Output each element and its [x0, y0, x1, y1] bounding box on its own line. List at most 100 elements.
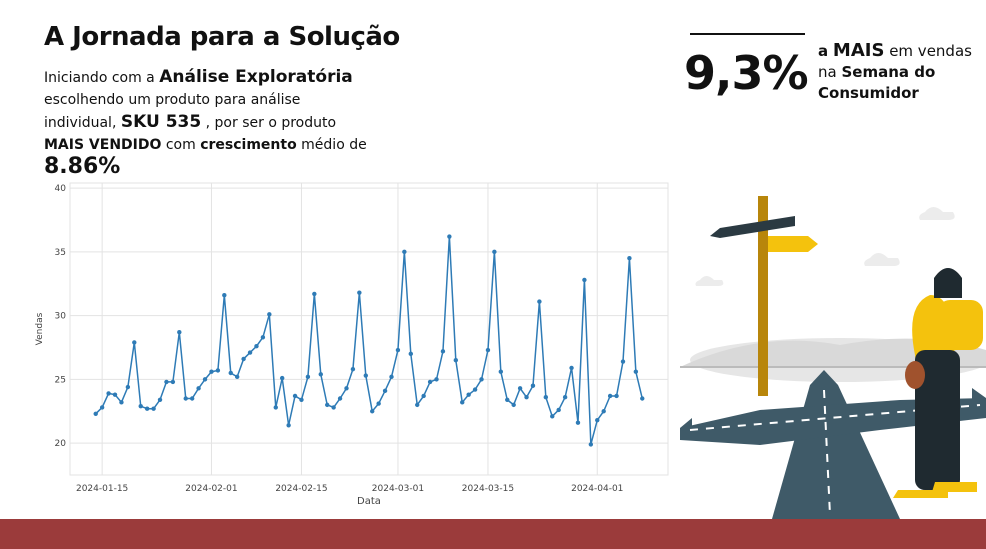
point	[344, 386, 349, 391]
point	[492, 249, 497, 255]
text-segment: , por ser o produto	[205, 115, 337, 131]
plot-area	[70, 183, 668, 475]
point	[337, 396, 343, 401]
point	[299, 397, 304, 402]
point	[543, 395, 549, 400]
point	[215, 368, 221, 373]
y-tick-label: 20	[55, 439, 67, 449]
footer-bar	[0, 519, 986, 549]
point	[620, 359, 626, 364]
point	[479, 377, 484, 382]
point	[228, 370, 233, 376]
point	[582, 277, 587, 283]
point	[286, 423, 291, 428]
point	[382, 388, 388, 394]
point	[202, 377, 208, 382]
point	[569, 365, 574, 371]
point	[434, 377, 439, 382]
point	[498, 369, 504, 374]
text-segment: Análise Exploratória	[159, 67, 353, 87]
point	[312, 291, 317, 297]
text-segment: em vendas na	[818, 42, 972, 81]
kpi-value: 9,3%	[684, 46, 809, 100]
point	[524, 395, 529, 400]
point	[460, 400, 465, 405]
point	[427, 379, 433, 385]
point	[421, 393, 426, 399]
point	[466, 392, 471, 397]
y-tick-label: 40	[55, 184, 67, 194]
point	[440, 349, 446, 354]
point	[575, 420, 581, 425]
point	[125, 384, 131, 390]
point	[93, 411, 98, 416]
point	[177, 329, 182, 335]
point	[562, 395, 568, 400]
point	[376, 401, 381, 406]
point	[254, 344, 259, 349]
x-tick-label: 2024-02-01	[185, 484, 237, 494]
point	[453, 358, 459, 363]
plot-frame	[69, 182, 669, 476]
text-segment: com	[165, 137, 196, 153]
point	[550, 414, 555, 419]
point	[389, 374, 394, 380]
point	[144, 406, 150, 411]
point	[305, 374, 311, 380]
point	[112, 392, 118, 397]
kpi-text: a MAIS em vendas na Semana do Consumidor	[818, 40, 986, 104]
point	[234, 374, 240, 380]
point	[325, 402, 330, 408]
y-tick-label: 35	[55, 248, 66, 258]
point	[350, 366, 356, 372]
text-segment: a	[818, 42, 829, 60]
kpi-rule	[690, 33, 805, 35]
point	[170, 379, 176, 385]
point	[292, 393, 298, 399]
point	[119, 400, 124, 405]
point	[189, 396, 195, 401]
y-axis-label: Vendas	[35, 312, 45, 345]
point	[247, 350, 253, 355]
point	[183, 396, 188, 401]
x-tick-label: 2024-02-15	[275, 484, 327, 494]
point	[151, 406, 156, 411]
text-segment: Iniciando com a	[44, 70, 155, 86]
title: A Jornada para a Solução	[44, 22, 400, 52]
point	[370, 409, 375, 414]
point	[222, 293, 227, 298]
point	[196, 386, 201, 391]
text-segment: 8.86%	[44, 154, 121, 179]
point	[537, 299, 542, 304]
point	[402, 249, 407, 255]
point	[267, 312, 272, 317]
point	[279, 375, 285, 381]
point	[447, 234, 452, 239]
point	[132, 340, 137, 345]
point	[517, 386, 523, 391]
point	[614, 393, 619, 399]
point	[331, 405, 336, 410]
point	[260, 335, 266, 340]
x-tick-label: 2024-04-01	[571, 484, 623, 494]
point	[485, 347, 491, 353]
x-tick-label: 2024-03-01	[372, 484, 424, 494]
text-segment: crescimento	[200, 137, 297, 153]
text-segment: MAIS VENDIDO	[44, 137, 162, 153]
point	[357, 290, 362, 295]
point	[472, 387, 478, 392]
point	[640, 396, 645, 401]
x-axis-label: Data	[357, 496, 381, 507]
text-segment: Semana do Consumidor	[818, 63, 936, 102]
text-segment: médio de	[301, 137, 367, 153]
point	[511, 402, 516, 408]
x-tick-label: 2024-03-15	[462, 484, 514, 494]
text-segment: escolhendo um produto para análise indiv…	[44, 92, 301, 131]
point	[588, 442, 594, 447]
point	[633, 369, 639, 374]
point	[99, 405, 105, 410]
text-segment: SKU 535	[120, 112, 202, 132]
